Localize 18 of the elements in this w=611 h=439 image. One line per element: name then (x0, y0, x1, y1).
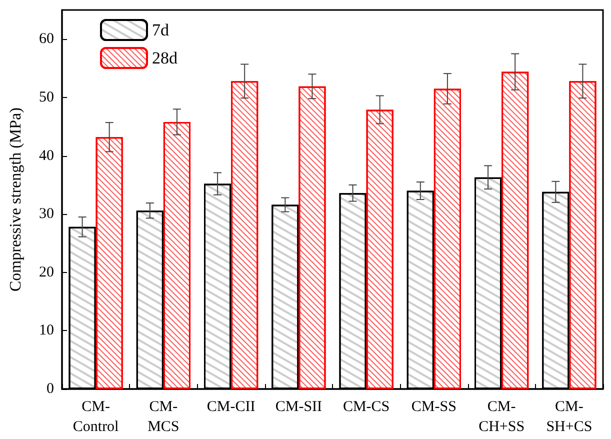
y-tick-label: 0 (46, 381, 54, 397)
x-tick-label: CM-SS (411, 399, 456, 415)
x-tick-label: CM- CH+SS (478, 399, 525, 435)
y-tick-label: 60 (39, 31, 54, 48)
y-axis-title: Compressive strength (MPa) (8, 108, 24, 292)
y-tick-label: 50 (39, 89, 54, 106)
y-tick-label: 40 (39, 148, 54, 164)
y-tick-label: 20 (39, 264, 54, 280)
x-tick-label: CM-CII (206, 399, 256, 415)
x-tick-label: CM- MCS (148, 399, 180, 435)
y-tick-label: 30 (39, 206, 54, 222)
y-tick-label: 10 (39, 322, 54, 339)
legend-label: 28d (152, 48, 178, 68)
legend-label: 7d (152, 20, 170, 40)
x-tick-label: CM-SII (275, 399, 322, 415)
x-tick-label: CM-CS (342, 399, 390, 415)
x-tick-label: CM- Control (72, 399, 119, 435)
x-tick-label: CM- SH+CS (546, 399, 592, 435)
